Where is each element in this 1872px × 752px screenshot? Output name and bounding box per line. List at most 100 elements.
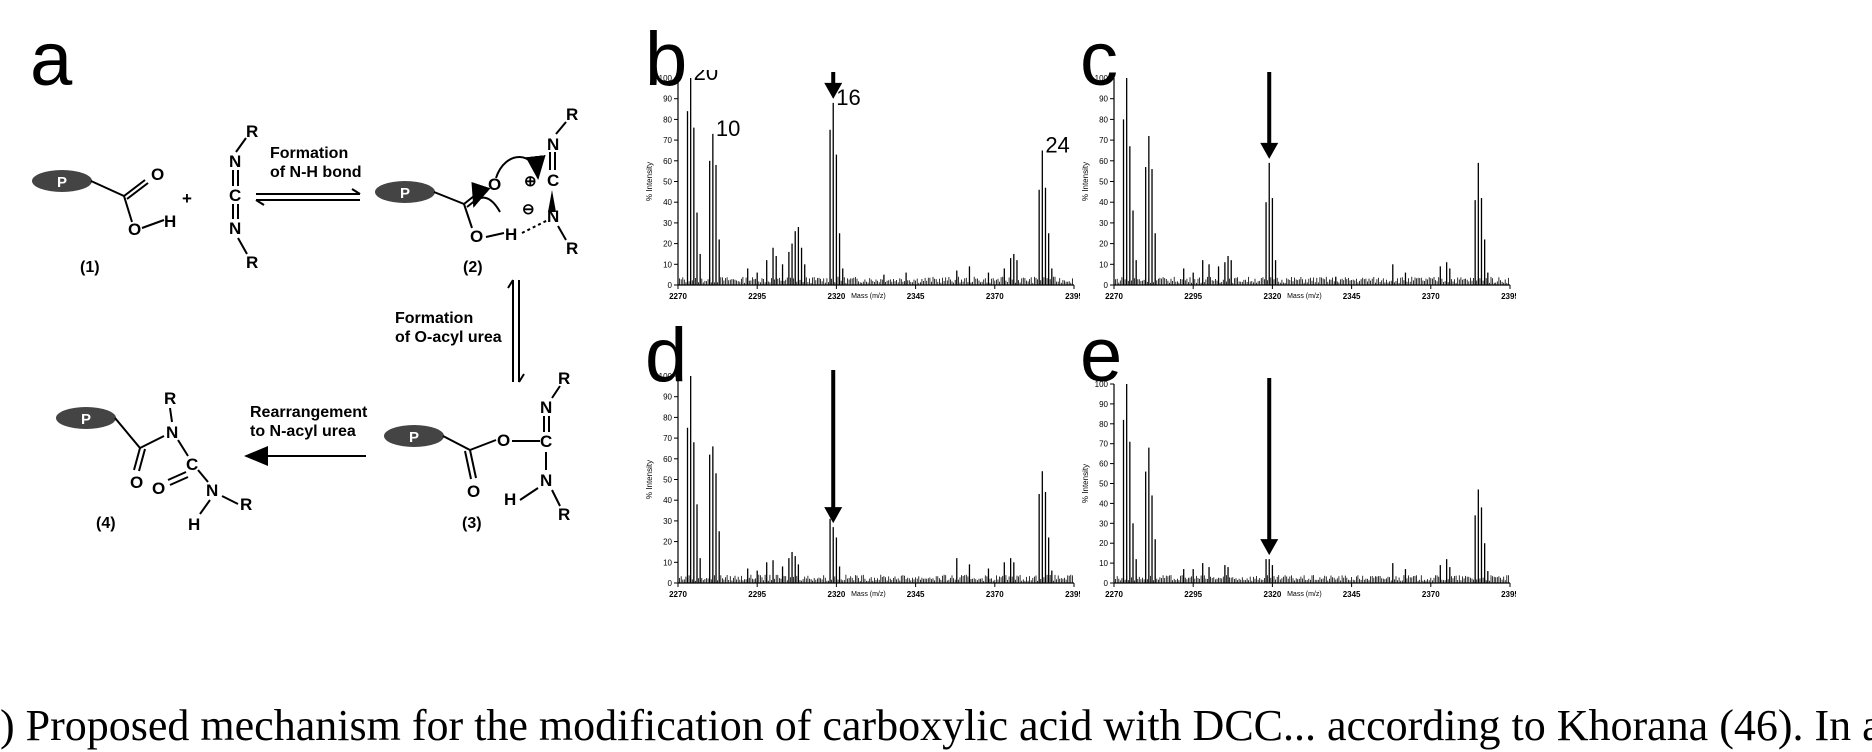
y-tick-label: 10	[663, 558, 672, 567]
svg-text:H: H	[164, 212, 176, 231]
peak-annotation: 10	[716, 116, 740, 141]
y-tick-label: 20	[1099, 240, 1108, 249]
y-tick-label: 0	[668, 281, 673, 290]
spectrum-b: 0 10 20 30 40 50 60 70 80 90 100 2270 2295 2320 2345 23…	[645, 70, 1080, 301]
y-tick-label: 60	[663, 157, 672, 166]
svg-text:N: N	[166, 423, 178, 442]
y-tick-label: 100	[659, 372, 673, 381]
y-axis-label: % Intensity	[645, 162, 654, 201]
svg-text:C: C	[547, 171, 559, 190]
y-tick-label: 30	[663, 219, 672, 228]
svg-text:N: N	[206, 481, 218, 500]
svg-text:(3): (3)	[462, 515, 482, 532]
panel-label-d: d	[645, 313, 688, 398]
y-tick-label: 100	[1095, 74, 1109, 83]
y-tick-label: 70	[663, 136, 672, 145]
x-tick-label: 2320	[828, 292, 846, 301]
y-tick-label: 30	[663, 517, 672, 526]
peptide-ellipse-4	[56, 407, 116, 429]
panel-label-a: a	[30, 17, 73, 102]
spectrum-d: 0 10 20 30 40 50 60 70 80 90 100 2270 2295 2320 2345 23…	[645, 370, 1080, 599]
y-tick-label: 70	[663, 434, 672, 443]
y-tick-label: 60	[1099, 460, 1108, 469]
y-tick-label: 30	[1099, 219, 1108, 228]
x-tick-label: 2295	[748, 590, 766, 599]
svg-text:O: O	[130, 473, 143, 492]
y-tick-label: 10	[663, 260, 672, 269]
svg-text:P: P	[81, 411, 91, 428]
x-tick-label: 2345	[1343, 590, 1361, 599]
peak-arrow-head	[824, 507, 843, 524]
x-tick-label: 2295	[748, 292, 766, 301]
y-tick-label: 80	[1099, 420, 1108, 429]
y-tick-label: 40	[663, 496, 672, 505]
x-tick-label: 2395	[1501, 590, 1516, 599]
y-tick-label: 30	[1099, 519, 1108, 528]
svg-text:(1): (1)	[80, 259, 100, 276]
y-tick-label: 70	[1099, 136, 1108, 145]
panel-label-e: e	[1080, 313, 1123, 398]
svg-text:O: O	[488, 175, 501, 194]
y-tick-label: 70	[1099, 440, 1108, 449]
svg-text:R: R	[566, 105, 578, 124]
svg-text:H: H	[505, 225, 517, 244]
x-tick-label: 2345	[907, 292, 925, 301]
x-axis-label: Mass (m/z)	[851, 293, 886, 300]
peptide-ellipse-2	[375, 181, 435, 203]
y-tick-label: 20	[663, 240, 672, 249]
y-tick-label: 80	[663, 413, 672, 422]
svg-text:R: R	[558, 505, 570, 524]
y-tick-label: 90	[663, 95, 672, 104]
y-tick-label: 50	[663, 476, 672, 485]
svg-text:O: O	[152, 479, 165, 498]
peptide-label: P	[57, 174, 67, 191]
x-tick-label: 2270	[1105, 292, 1123, 301]
svg-text:of O-acyl urea: of O-acyl urea	[395, 329, 502, 346]
svg-text:(2): (2)	[463, 259, 483, 276]
x-tick-label: 2395	[1065, 292, 1080, 301]
svg-text:O: O	[470, 227, 483, 246]
peak-annotation: 20	[694, 70, 718, 85]
y-tick-label: 90	[1099, 400, 1108, 409]
svg-text:O: O	[128, 220, 141, 239]
y-tick-label: 60	[663, 455, 672, 464]
y-tick-label: 100	[659, 74, 673, 83]
svg-text:O: O	[467, 482, 480, 501]
svg-text:C: C	[540, 432, 552, 451]
x-tick-label: 2370	[986, 590, 1004, 599]
svg-text:H: H	[188, 515, 200, 534]
peptide-ellipse-1	[32, 170, 92, 192]
x-axis-label: Mass (m/z)	[1287, 591, 1322, 598]
spectrum-c: 0 10 20 30 40 50 60 70 80 90 100 2270 2295 2320 2345 23…	[1081, 72, 1516, 301]
x-tick-label: 2395	[1501, 292, 1516, 301]
svg-text:R: R	[558, 369, 570, 388]
svg-text:⊖: ⊖	[522, 201, 535, 218]
peak-annotation: 24	[1045, 132, 1069, 157]
svg-text:of N-H bond: of N-H bond	[270, 164, 362, 181]
x-tick-label: 2320	[828, 590, 846, 599]
x-tick-label: 2295	[1184, 292, 1202, 301]
svg-text:R: R	[246, 122, 258, 141]
x-tick-label: 2320	[1264, 292, 1282, 301]
y-tick-label: 40	[1099, 499, 1108, 508]
svg-text:C: C	[186, 455, 198, 474]
x-tick-label: 2345	[907, 590, 925, 599]
svg-text:R: R	[240, 495, 252, 514]
peak-arrow-head	[1260, 539, 1279, 556]
spectrum-e: 0 10 20 30 40 50 60 70 80 90 100 2270 2295 2320 2345 23…	[1081, 378, 1516, 599]
y-tick-label: 50	[1099, 178, 1108, 187]
y-tick-label: 40	[663, 198, 672, 207]
panel-label-c: c	[1080, 17, 1118, 102]
peak-arrow-head	[824, 82, 843, 99]
y-tick-label: 0	[668, 579, 673, 588]
y-tick-label: 100	[1095, 380, 1109, 389]
svg-text:N: N	[229, 219, 241, 238]
y-tick-label: 90	[663, 393, 672, 402]
y-tick-label: 80	[1099, 115, 1108, 124]
x-tick-label: 2270	[669, 590, 687, 599]
svg-text:R: R	[164, 389, 176, 408]
svg-text:N: N	[540, 398, 552, 417]
y-tick-label: 80	[663, 115, 672, 124]
svg-text:P: P	[409, 429, 419, 446]
svg-text:N: N	[229, 152, 241, 171]
